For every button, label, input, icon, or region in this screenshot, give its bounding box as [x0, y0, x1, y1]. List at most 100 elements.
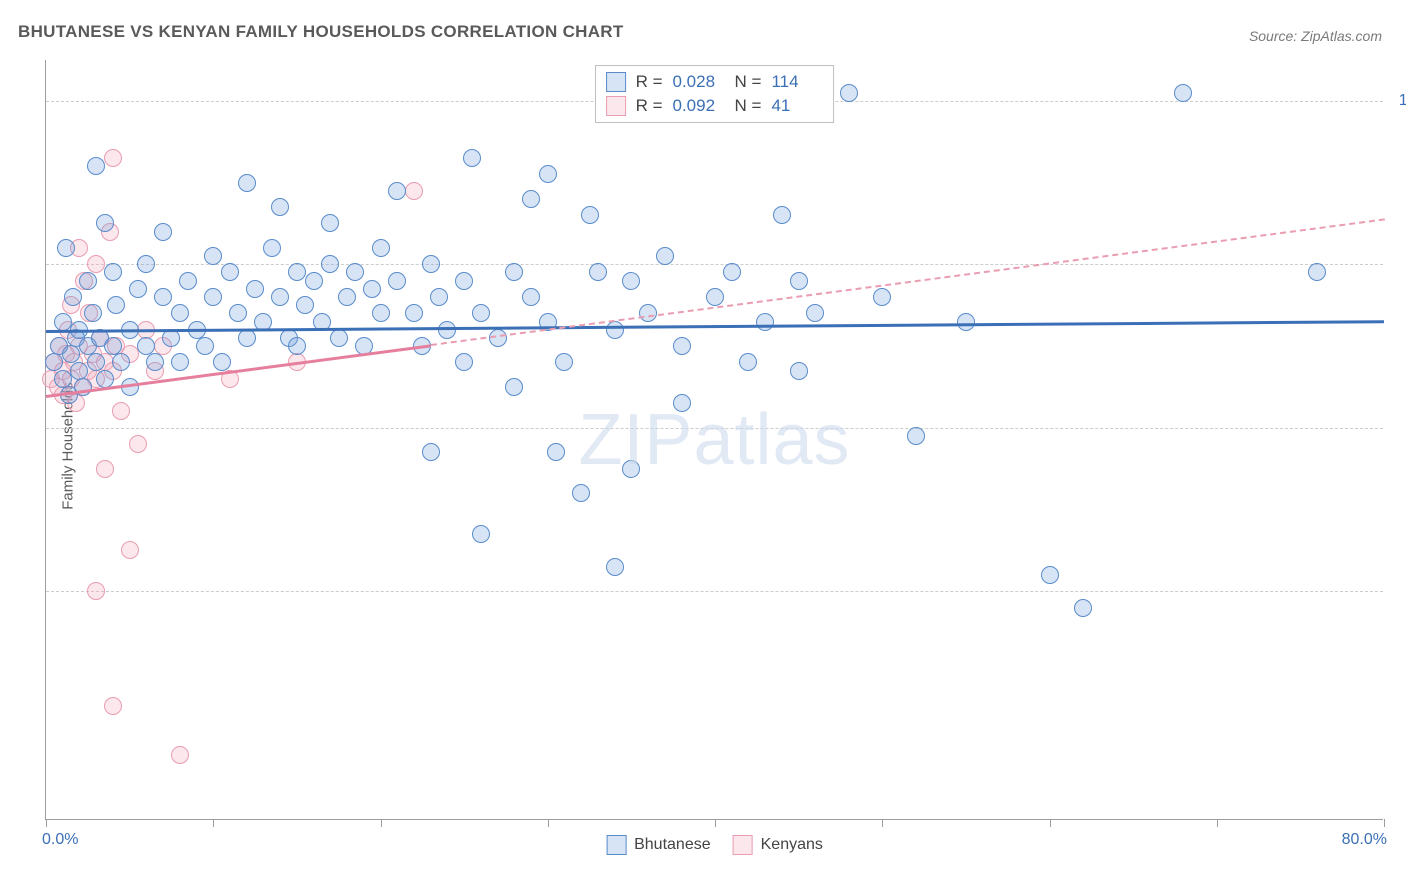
- bhutanese-point: [622, 272, 640, 290]
- x-tick: [1050, 819, 1051, 827]
- bhutanese-point: [213, 353, 231, 371]
- bhutanese-point: [790, 362, 808, 380]
- bhutanese-point: [338, 288, 356, 306]
- bhutanese-point: [137, 337, 155, 355]
- bhutanese-point: [505, 378, 523, 396]
- bhutanese-point: [54, 370, 72, 388]
- source-attribution: Source: ZipAtlas.com: [1249, 28, 1382, 44]
- series-legend: Bhutanese Kenyans: [606, 835, 823, 855]
- bhutanese-point: [773, 206, 791, 224]
- bhutanese-point: [673, 337, 691, 355]
- bhutanese-point: [505, 263, 523, 281]
- bhutanese-point: [87, 353, 105, 371]
- bhutanese-point: [673, 394, 691, 412]
- swatch-kenyans: [606, 96, 626, 116]
- bhutanese-point: [45, 353, 63, 371]
- legend-item-bhutanese: Bhutanese: [606, 835, 711, 855]
- bhutanese-point: [321, 255, 339, 273]
- kenyans-point: [171, 746, 189, 764]
- bhutanese-point: [405, 304, 423, 322]
- bhutanese-point: [907, 427, 925, 445]
- x-tick: [548, 819, 549, 827]
- correlation-legend: R = 0.028 N = 114 R = 0.092 N = 41: [595, 65, 835, 123]
- chart-title: BHUTANESE VS KENYAN FAMILY HOUSEHOLDS CO…: [18, 22, 624, 42]
- bhutanese-point: [79, 272, 97, 290]
- bhutanese-point: [606, 558, 624, 576]
- bhutanese-point: [555, 353, 573, 371]
- legend-item-kenyans: Kenyans: [733, 835, 823, 855]
- bhutanese-point: [463, 149, 481, 167]
- bhutanese-point: [957, 313, 975, 331]
- bhutanese-point: [606, 321, 624, 339]
- bhutanese-point: [271, 198, 289, 216]
- bhutanese-point: [62, 345, 80, 363]
- y-tick-label: 100.0%: [1393, 92, 1406, 110]
- swatch-bhutanese: [606, 72, 626, 92]
- gridline: [46, 264, 1383, 265]
- bhutanese-point: [204, 247, 222, 265]
- bhutanese-point: [246, 280, 264, 298]
- bhutanese-point: [171, 353, 189, 371]
- y-tick-label: 40.0%: [1393, 582, 1406, 600]
- bhutanese-point: [204, 288, 222, 306]
- kenyans-point: [87, 582, 105, 600]
- bhutanese-point: [87, 157, 105, 175]
- bhutanese-point: [229, 304, 247, 322]
- bhutanese-point: [790, 272, 808, 290]
- bhutanese-point: [330, 329, 348, 347]
- swatch-kenyans-b: [733, 835, 753, 855]
- bhutanese-point: [112, 353, 130, 371]
- bhutanese-point: [107, 296, 125, 314]
- bhutanese-point: [238, 174, 256, 192]
- bhutanese-point: [146, 353, 164, 371]
- bhutanese-point: [539, 165, 557, 183]
- bhutanese-point: [581, 206, 599, 224]
- bhutanese-point: [656, 247, 674, 265]
- bhutanese-point: [572, 484, 590, 502]
- bhutanese-point: [1041, 566, 1059, 584]
- x-tick: [46, 819, 47, 827]
- bhutanese-point: [522, 288, 540, 306]
- y-tick-label: 80.0%: [1393, 255, 1406, 273]
- bhutanese-point: [288, 337, 306, 355]
- bhutanese-point: [321, 214, 339, 232]
- y-tick-label: 60.0%: [1393, 419, 1406, 437]
- bhutanese-point: [840, 84, 858, 102]
- x-tick: [882, 819, 883, 827]
- gridline: [46, 428, 1383, 429]
- bhutanese-point: [706, 288, 724, 306]
- kenyans-point: [121, 541, 139, 559]
- bhutanese-point: [756, 313, 774, 331]
- bhutanese-point: [522, 190, 540, 208]
- bhutanese-point: [388, 182, 406, 200]
- bhutanese-point: [363, 280, 381, 298]
- bhutanese-point: [472, 304, 490, 322]
- bhutanese-point: [422, 255, 440, 273]
- bhutanese-point: [723, 263, 741, 281]
- x-axis-max-label: 80.0%: [1342, 831, 1387, 849]
- bhutanese-point: [547, 443, 565, 461]
- scatter-plot-area: ZIPatlas R = 0.028 N = 114 R = 0.092 N =…: [45, 60, 1383, 820]
- kenyans-point: [129, 435, 147, 453]
- kenyans-point: [104, 149, 122, 167]
- bhutanese-point: [171, 304, 189, 322]
- swatch-bhutanese-b: [606, 835, 626, 855]
- bhutanese-point: [589, 263, 607, 281]
- bhutanese-point: [422, 443, 440, 461]
- bhutanese-point: [372, 304, 390, 322]
- x-axis-min-label: 0.0%: [42, 831, 78, 849]
- x-tick: [381, 819, 382, 827]
- bhutanese-point: [430, 288, 448, 306]
- bhutanese-point: [196, 337, 214, 355]
- bhutanese-point: [179, 272, 197, 290]
- bhutanese-point: [455, 272, 473, 290]
- bhutanese-point: [96, 370, 114, 388]
- legend-row-kenyans: R = 0.092 N = 41: [606, 94, 824, 118]
- x-tick: [1217, 819, 1218, 827]
- bhutanese-point: [455, 353, 473, 371]
- x-tick: [1384, 819, 1385, 827]
- kenyans-point: [405, 182, 423, 200]
- x-tick: [213, 819, 214, 827]
- bhutanese-point: [472, 525, 490, 543]
- bhutanese-point: [104, 337, 122, 355]
